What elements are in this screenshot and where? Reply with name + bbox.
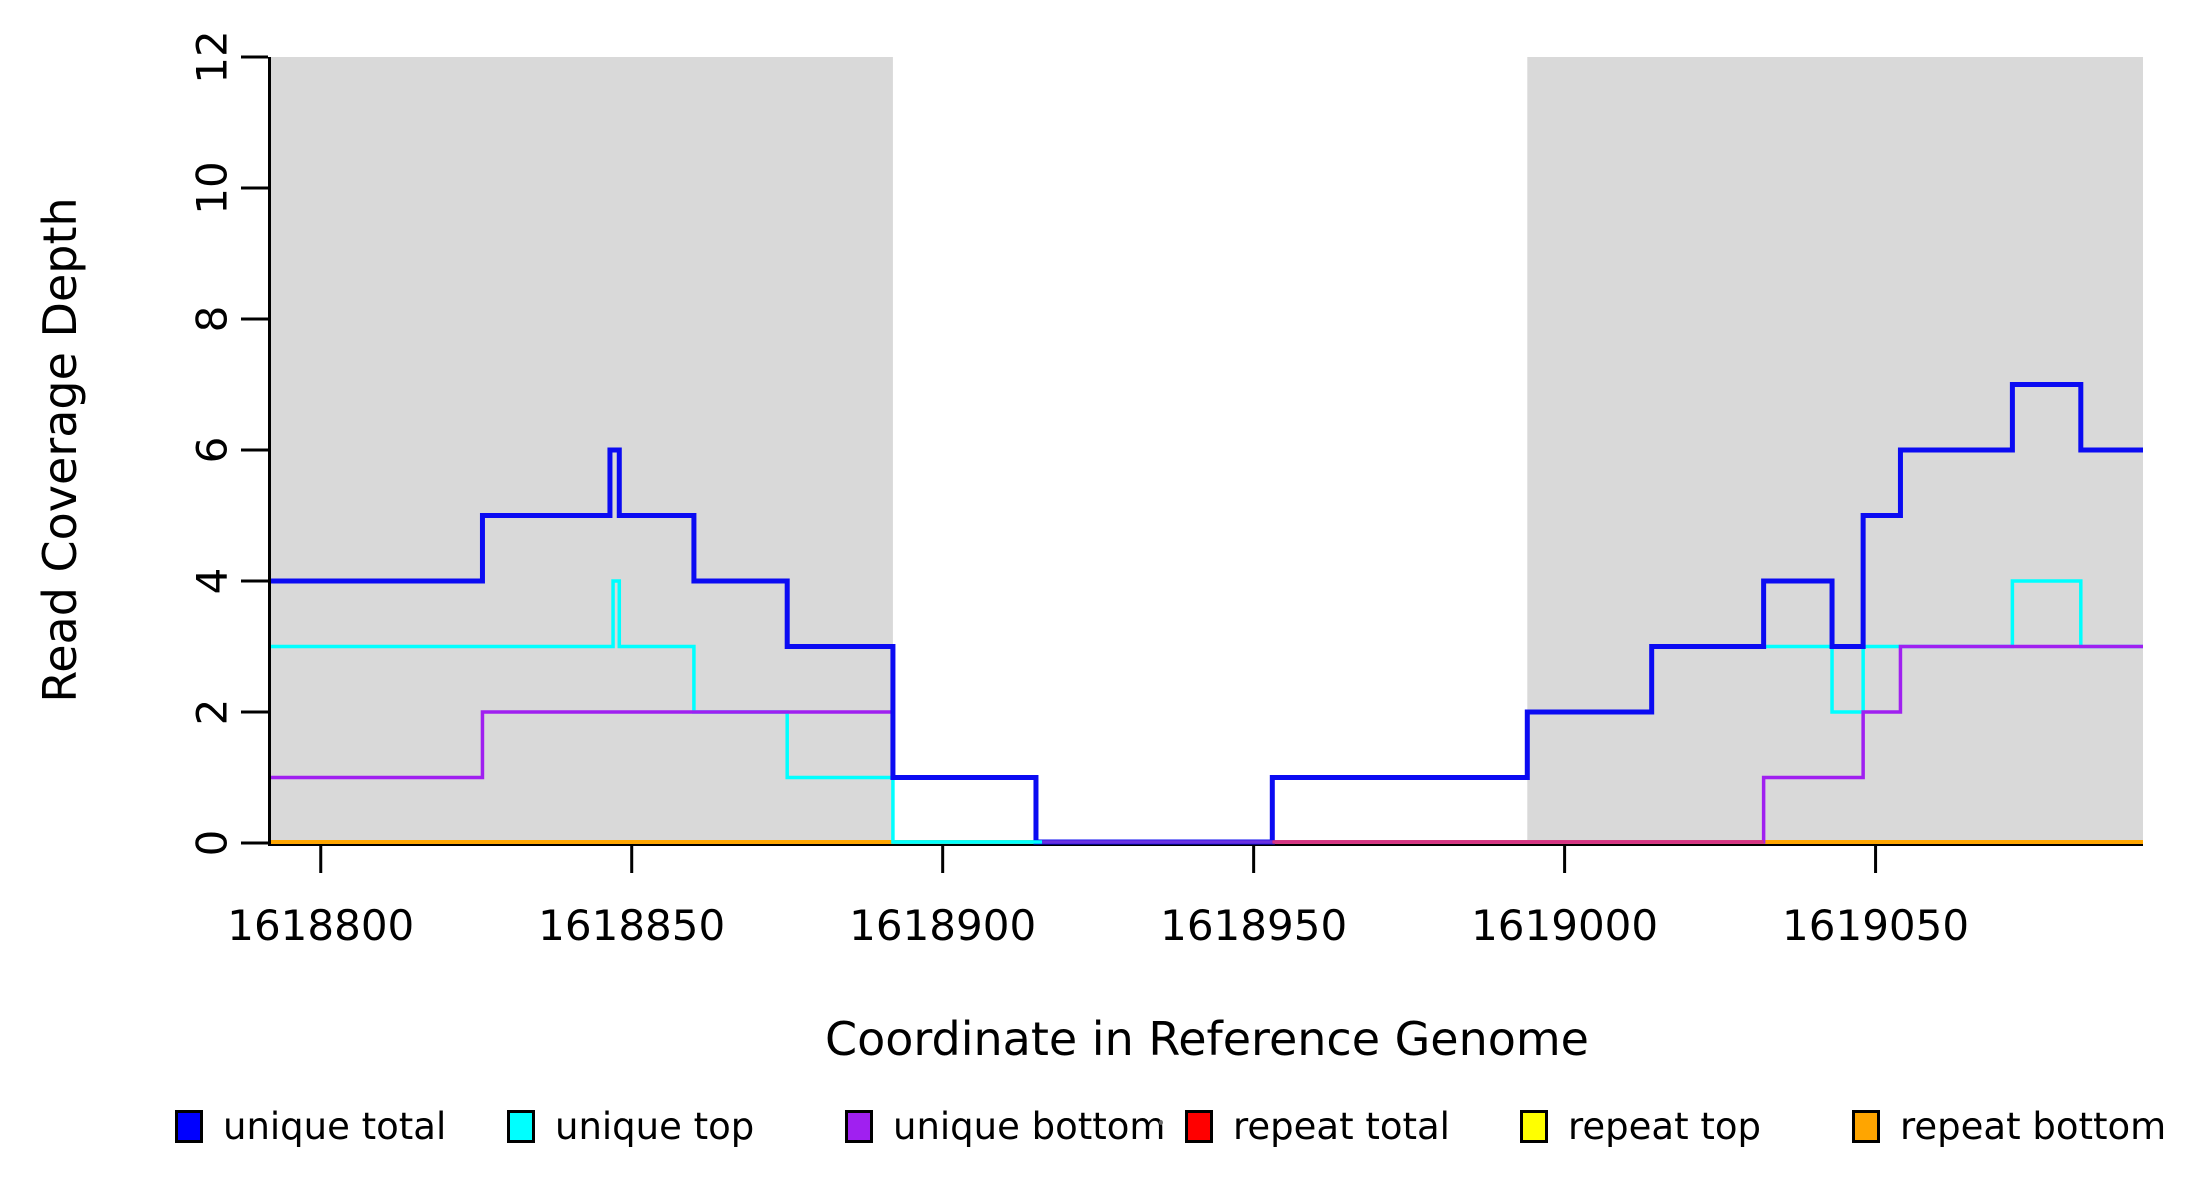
y-tick-label: 12 [188,30,237,83]
highlight-band-1 [1527,57,2143,843]
x-axis-title: Coordinate in Reference Genome [825,1012,1589,1066]
x-tick-label: 1618850 [538,901,725,950]
x-tick-label: 1619000 [1471,901,1658,950]
y-tick-label: 4 [188,568,237,595]
y-tick-label: 2 [188,699,237,726]
y-tick-label: 0 [188,830,237,857]
y-tick-label: 10 [188,161,237,214]
x-tick-label: 1618900 [849,901,1036,950]
series-line-unique-total [271,382,2143,845]
y-tick-label: 6 [188,437,237,464]
y-tick-label: 8 [188,306,237,333]
x-tick-label: 1619050 [1782,901,1969,950]
x-tick-label: 1618800 [227,901,414,950]
stray-dot [1159,1120,1163,1125]
x-tick-label: 1618950 [1160,901,1347,950]
highlight-band-0 [271,57,893,843]
y-axis-title: Read Coverage Depth [33,197,87,703]
